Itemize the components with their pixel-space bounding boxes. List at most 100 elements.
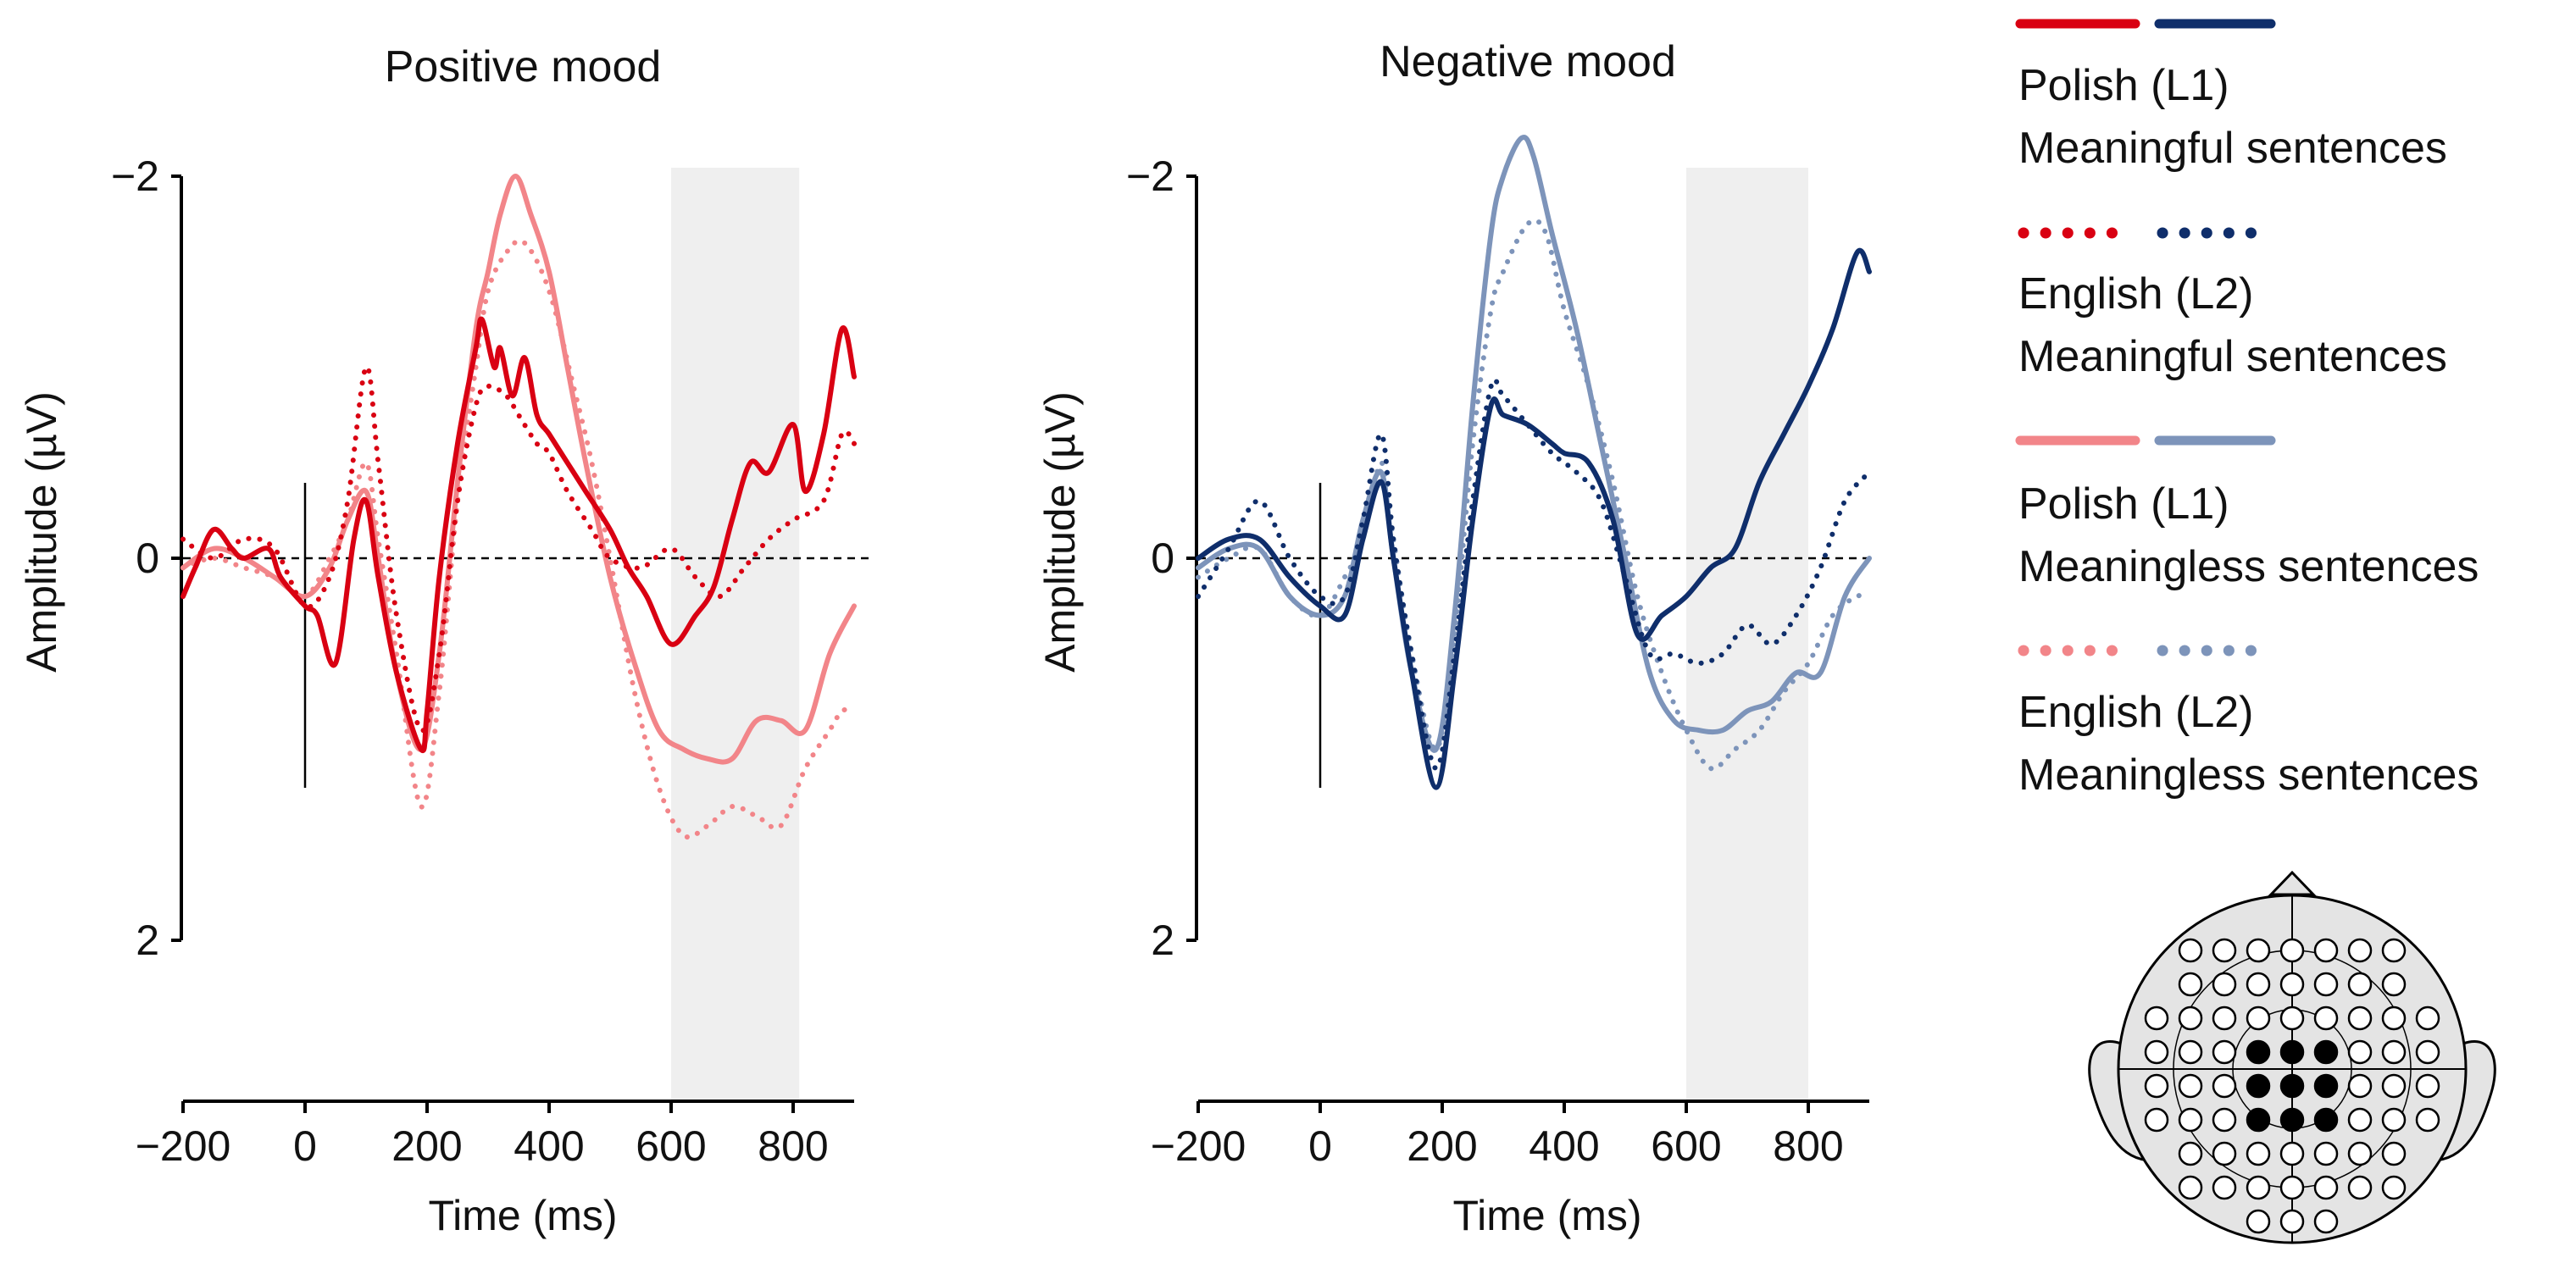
y-tick-label: −2 — [1126, 152, 1174, 200]
electrode — [2212, 1039, 2237, 1065]
chart-title: Negative mood — [1380, 37, 1676, 86]
electrode — [2415, 1107, 2440, 1133]
x-axis-label: Time (ms) — [1452, 1192, 1641, 1239]
electrode — [2178, 972, 2203, 997]
electrode — [2415, 1005, 2440, 1031]
electrode — [2212, 938, 2237, 963]
electrode — [2144, 1039, 2169, 1065]
legend-entry-polish-meaningful: Polish (L1) Meaningful sentences — [2015, 19, 2447, 173]
y-tick-label: 2 — [1151, 917, 1174, 964]
y-tick-label: 2 — [136, 917, 159, 964]
analysis-window — [1686, 168, 1808, 1101]
electrode-active — [2246, 1073, 2271, 1099]
legend-line1: English (L2) — [2018, 688, 2253, 737]
electrode-active — [2246, 1107, 2271, 1133]
x-tick-label: 0 — [1308, 1122, 1332, 1170]
electrode — [2347, 1039, 2373, 1065]
legend-line2: Meaningful sentences — [2018, 332, 2447, 381]
legend-line2: Meaningless sentences — [2018, 542, 2479, 591]
electrode — [2313, 938, 2339, 963]
electrode — [2347, 1107, 2373, 1133]
electrode — [2347, 1141, 2373, 1166]
x-axis-label: Time (ms) — [428, 1192, 617, 1239]
electrode — [2347, 1005, 2373, 1031]
electrode — [2313, 972, 2339, 997]
series-line-english-l2-meaningless-sentences — [1196, 218, 1872, 772]
x-tick-label: 600 — [1651, 1122, 1721, 1170]
y-axis-label: Amplitude (µV) — [1036, 391, 1084, 673]
x-tick-label: 800 — [758, 1122, 828, 1170]
electrode — [2347, 938, 2373, 963]
electrode — [2279, 1175, 2305, 1200]
electrode — [2279, 1141, 2305, 1166]
x-tick-label: 400 — [1529, 1122, 1599, 1170]
electrode-active — [2279, 1073, 2305, 1099]
electrode — [2381, 1175, 2407, 1200]
chart-title: Positive mood — [385, 42, 662, 91]
electrode — [2347, 972, 2373, 997]
electrode — [2381, 1107, 2407, 1133]
series-line-english-l2-meaningful-sentences — [1196, 377, 1872, 772]
legend: Polish (L1) Meaningful sentences English… — [2015, 19, 2479, 800]
electrode — [2212, 1107, 2237, 1133]
electrode-head-map — [2088, 870, 2496, 1244]
electrode — [2212, 972, 2237, 997]
x-tick-label: 600 — [636, 1122, 706, 1170]
electrode-active — [2313, 1039, 2339, 1065]
electrode — [2415, 1073, 2440, 1099]
electrode — [2212, 1005, 2237, 1031]
electrode — [2178, 1073, 2203, 1099]
electrode — [2212, 1073, 2237, 1099]
chart-panel-negative-mood: Negative mood Amplitude (µV) Time (ms) −… — [1036, 37, 1872, 1239]
series-line-polish-l1-meaningful-sentences — [1196, 247, 1872, 790]
electrode — [2178, 1005, 2203, 1031]
electrode — [2381, 972, 2407, 997]
electrode — [2178, 938, 2203, 963]
electrode — [2313, 1005, 2339, 1031]
legend-line1: English (L2) — [2018, 269, 2253, 319]
x-tick-label: 400 — [514, 1122, 584, 1170]
legend-line2: Meaningless sentences — [2018, 751, 2479, 800]
electrode — [2313, 1209, 2339, 1234]
legend-line2: Meaningful sentences — [2018, 124, 2447, 173]
electrode — [2313, 1141, 2339, 1166]
chart-panel-positive-mood: Positive mood Amplitude (µV) Time (ms) −… — [18, 42, 874, 1239]
x-tick-label: 800 — [1773, 1122, 1843, 1170]
series-line-polish-l1-meaningless-sentences — [180, 174, 857, 765]
electrode-active — [2279, 1107, 2305, 1133]
electrode — [2246, 972, 2271, 997]
electrode — [2415, 1039, 2440, 1065]
y-tick-label: −2 — [111, 152, 159, 200]
y-tick-label: 0 — [136, 535, 159, 582]
legend-line1: Polish (L1) — [2018, 479, 2229, 529]
x-tick-label: −200 — [136, 1122, 231, 1170]
legend-entry-english-meaningless: English (L2) Meaningless sentences — [2018, 645, 2479, 800]
electrode — [2178, 1107, 2203, 1133]
electrodes — [2144, 938, 2440, 1234]
electrode — [2246, 1005, 2271, 1031]
x-tick-label: 0 — [293, 1122, 317, 1170]
electrode — [2246, 938, 2271, 963]
series-line-polish-l1-meaningful-sentences — [180, 316, 857, 754]
electrode — [2381, 1039, 2407, 1065]
series-line-english-l2-meaningful-sentences — [180, 364, 857, 734]
electrode-active — [2313, 1073, 2339, 1099]
electrode — [2381, 1073, 2407, 1099]
electrode-active — [2313, 1107, 2339, 1133]
electrode — [2212, 1175, 2237, 1200]
electrode — [2279, 938, 2305, 963]
y-tick-label: 0 — [1151, 535, 1174, 582]
electrode — [2144, 1107, 2169, 1133]
y-axis-label: Amplitude (µV) — [18, 391, 65, 673]
electrode — [2246, 1141, 2271, 1166]
analysis-window — [671, 168, 800, 1101]
series-line-polish-l1-meaningless-sentences — [1196, 135, 1872, 753]
electrode — [2279, 1209, 2305, 1234]
electrode — [2347, 1175, 2373, 1200]
electrode — [2246, 1175, 2271, 1200]
electrode — [2279, 1005, 2305, 1031]
electrode — [2381, 938, 2407, 963]
electrode — [2144, 1073, 2169, 1099]
electrode — [2246, 1209, 2271, 1234]
